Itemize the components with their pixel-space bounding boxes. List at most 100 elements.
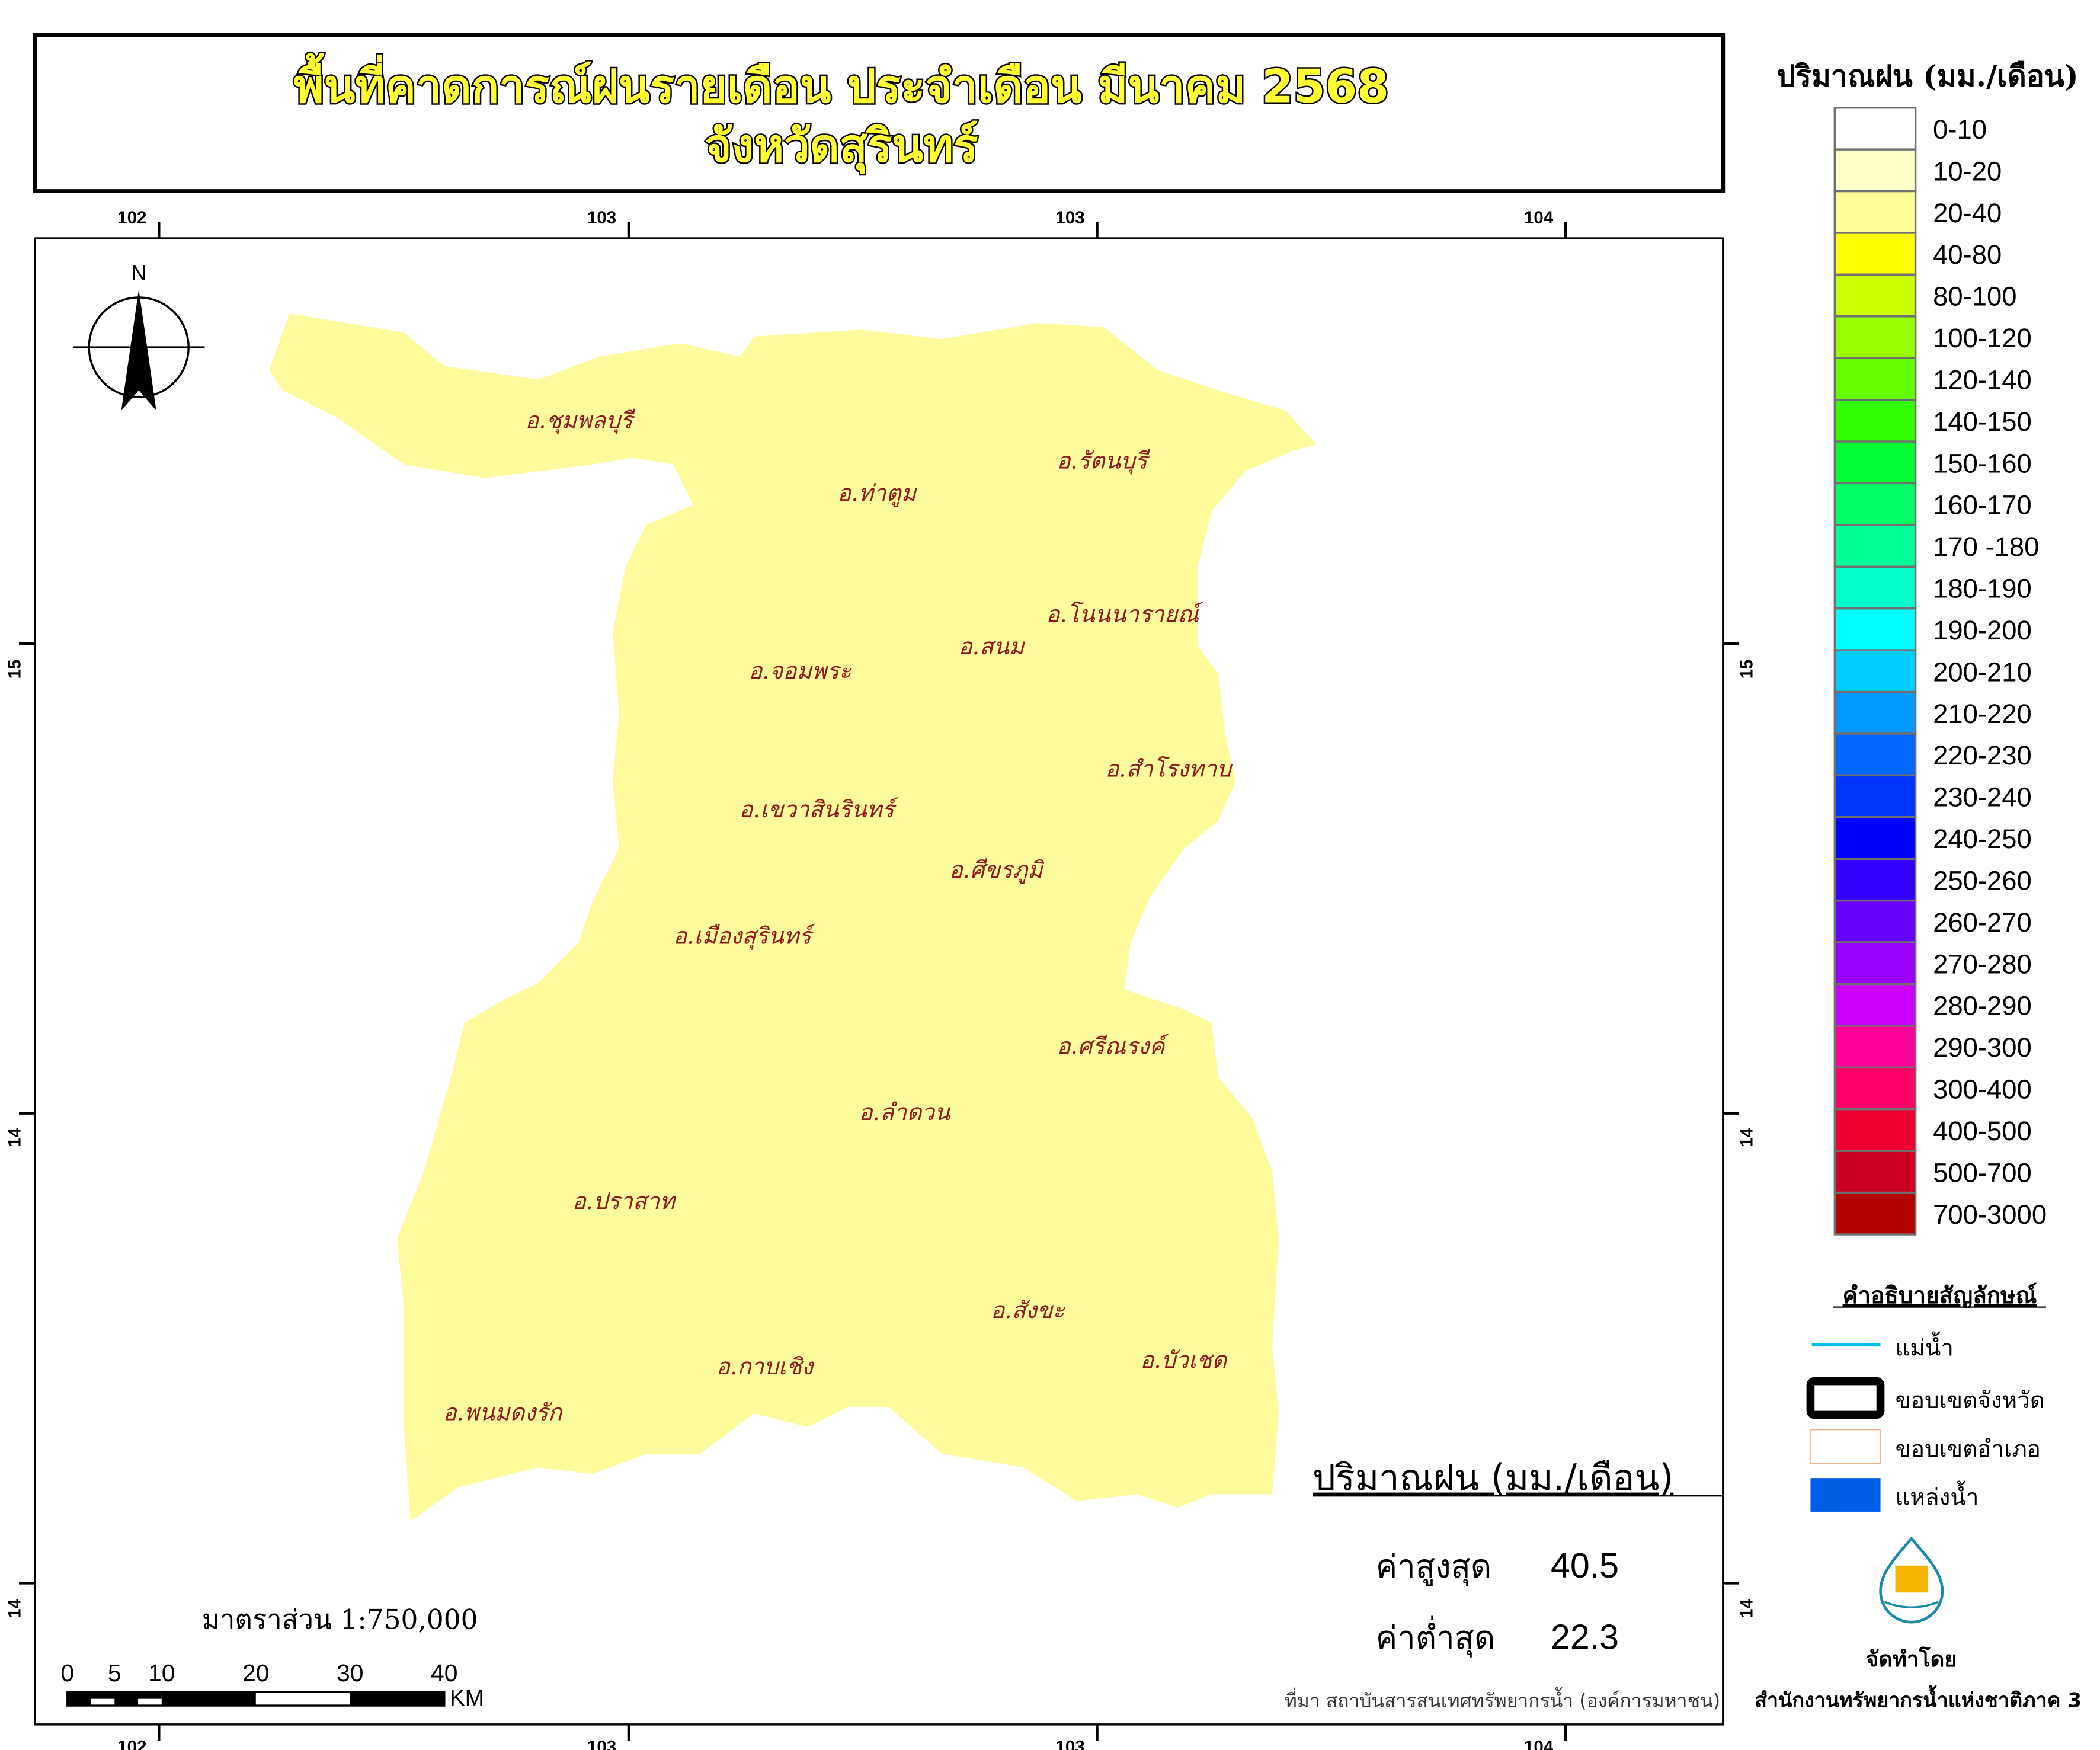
district-label: อ.สำโรงทาบ: [1105, 756, 1233, 783]
legend-swatch: [1833, 107, 1917, 151]
district-label: อ.ลำดวน: [859, 1099, 951, 1126]
grid-ticks: [19, 222, 1740, 1741]
scale-bar-segment: [161, 1692, 256, 1706]
source-text: ที่มา สถาบันสารสนเทศทรัพยากรน้ำ (องค์การ…: [1285, 1687, 1720, 1711]
district-label: อ.ศรีณรงค์: [1057, 1034, 1169, 1060]
legend-swatch: [1833, 440, 1917, 485]
legend-label: 280-290: [1933, 991, 2032, 1021]
district-label: อ.จอมพระ: [748, 658, 852, 684]
district-label: อ.กาบเชิง: [716, 1354, 815, 1380]
legend-swatch: [1833, 983, 1917, 1027]
grid-label-top: 102: [117, 208, 146, 228]
scale-tick-label: 20: [242, 1659, 269, 1687]
grid-label-top: 103: [587, 208, 616, 228]
credit-label: จัดทำโดย: [1866, 1646, 1957, 1672]
district-label: อ.เมืองสุรินทร์: [673, 923, 816, 950]
legend-label: 700-3000: [1933, 1199, 2047, 1230]
scale-tick-label: 5: [108, 1659, 121, 1687]
grid-label-bottom: 103: [1055, 1738, 1084, 1750]
legend-label: 260-270: [1933, 907, 2032, 938]
organization-logo: [1879, 1536, 1944, 1624]
legend-swatch: [1833, 1066, 1917, 1111]
grid-label-left: 15: [5, 660, 24, 679]
legend-label: 220-230: [1933, 740, 2032, 770]
legend-swatch: [1833, 148, 1917, 193]
grid-label-top: 104: [1524, 208, 1554, 228]
rain-legend-title: ปริมาณฝน (มม./เดือน): [1776, 58, 2078, 93]
grid-label-top: 103: [1055, 208, 1084, 228]
legend-label: 240-250: [1933, 824, 2032, 854]
legend-swatch: [1833, 232, 1917, 276]
legend-label: 500-700: [1933, 1157, 2032, 1188]
district-border-legend-label: ขอบเขตอำเภอ: [1896, 1436, 2041, 1463]
legend-label: 80-100: [1933, 281, 2016, 312]
grid-label-bottom: 102: [117, 1738, 146, 1750]
legend-swatch: [1833, 357, 1917, 401]
legend-swatch: [1833, 607, 1917, 651]
grid-label-bottom: 103: [587, 1738, 616, 1750]
grid-label-left: 14: [5, 1598, 24, 1618]
scale-bar-segment: [67, 1692, 162, 1699]
legend-swatch: [1833, 816, 1917, 860]
title-line-2: จังหวัดสุรินทร์: [705, 120, 978, 175]
legend-swatch: [1833, 524, 1917, 568]
legend-swatch: [1833, 1025, 1917, 1069]
legend-label: 290-300: [1933, 1032, 2032, 1063]
district-label: อ.เขวาสินรินทร์: [739, 796, 899, 823]
legend-swatch: [1833, 1191, 1917, 1236]
legend-label: 120-140: [1933, 364, 2032, 395]
legend-label: 160-170: [1933, 490, 2032, 520]
north-label: N: [131, 260, 146, 284]
rain-legend: 0-10 10-20 20-40 40-80 80-100 100-120 120-140 1…: [1833, 107, 2047, 1236]
water-body-legend-label: แหล่งน้ำ: [1896, 1481, 1979, 1511]
legend-label: 400-500: [1933, 1116, 2032, 1146]
legend-label: 270-280: [1933, 949, 2032, 979]
scale-tick-label: 0: [60, 1659, 74, 1687]
district-label: อ.บัวเชด: [1140, 1347, 1228, 1374]
legend-swatch: [1833, 315, 1917, 359]
legend-label: 20-40: [1933, 198, 2002, 228]
legend-label: 180-190: [1933, 574, 2032, 604]
district-label: อ.พนมดงรัก: [443, 1399, 563, 1426]
scale-bar-segment: [350, 1692, 444, 1706]
min-value: 22.3: [1551, 1618, 1619, 1657]
legend-label: 0-10: [1933, 114, 1987, 145]
legend-label: 250-260: [1933, 865, 2032, 895]
title-line-1: พื้นที่คาดการณ์ฝนรายเดือน ประจำเดือน มีน…: [294, 53, 1389, 114]
legend-swatch: [1833, 690, 1917, 735]
legend-swatch: [1833, 774, 1917, 818]
district-label: อ.ชุมพลบุรี: [525, 407, 635, 434]
legend-swatch: [1833, 732, 1917, 777]
legend-swatch: [1833, 1150, 1917, 1194]
district-label: อ.โนนนารายณ์: [1046, 601, 1203, 628]
scale-bar: 0 5 10 20 30 40: [60, 1659, 458, 1707]
stats-title: ปริมาณฝน (มม./เดือน): [1312, 1457, 1673, 1499]
district-label: อ.ศีขรภูมิ: [949, 857, 1045, 884]
province-border-legend-label: ขอบเขตจังหวัด: [1896, 1387, 2045, 1414]
scale-tick-label: 10: [148, 1659, 175, 1687]
legend-label: 200-210: [1933, 657, 2032, 687]
max-label: ค่าสูงสุด: [1376, 1547, 1492, 1586]
district-border-symbol-icon: [1810, 1429, 1881, 1464]
min-label: ค่าต่ำสุด: [1376, 1616, 1496, 1658]
grid-label-right: 14: [1737, 1598, 1757, 1618]
legend-label: 210-220: [1933, 699, 2032, 729]
legend-swatch: [1833, 941, 1917, 986]
legend-swatch: [1833, 899, 1917, 943]
province-border-symbol-icon: [1806, 1377, 1885, 1419]
legend-label: 10-20: [1933, 156, 2002, 186]
legend-label: 40-80: [1933, 239, 2002, 270]
scale-tick-label: 30: [337, 1659, 363, 1687]
legend-swatch: [1833, 482, 1917, 526]
max-value: 40.5: [1551, 1546, 1619, 1585]
legend-label: 150-160: [1933, 448, 2032, 478]
legend-swatch: [1833, 190, 1917, 234]
credit-org: สำนักงานทรัพยากรน้ำแห่งชาติภาค 3: [1755, 1685, 2082, 1712]
legend-swatch: [1833, 273, 1917, 318]
legend-swatch: [1833, 858, 1917, 902]
water-body-symbol-icon: [1810, 1478, 1881, 1512]
symbol-legend-title: คำอธิบายสัญลักษณ์: [1843, 1282, 2037, 1309]
river-legend-label: แม่น้ำ: [1896, 1331, 1954, 1361]
